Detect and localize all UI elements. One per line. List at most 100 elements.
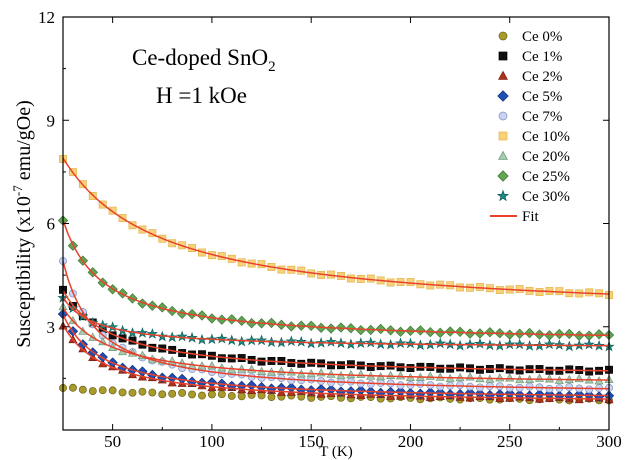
y-tick-label: 12 (38, 8, 55, 27)
data-point (376, 324, 385, 333)
data-point (89, 387, 96, 394)
legend-marker (499, 52, 507, 60)
x-tick-label: 250 (497, 432, 523, 451)
data-point (326, 337, 335, 346)
data-point (525, 328, 534, 337)
data-point (356, 325, 365, 334)
data-point (586, 386, 593, 393)
data-point (178, 332, 187, 341)
data-point (397, 382, 404, 389)
data-point (505, 330, 514, 339)
legend-label: Ce 1% (522, 49, 562, 65)
x-tick-label: 100 (199, 432, 225, 451)
data-point (526, 383, 533, 390)
data-point (247, 381, 256, 390)
data-point (496, 374, 504, 381)
data-point (327, 379, 334, 386)
data-point (436, 339, 445, 348)
data-point (148, 329, 157, 338)
data-point (287, 336, 296, 345)
data-point (169, 390, 176, 397)
x-tick-label: 200 (398, 432, 424, 451)
legend-marker (498, 171, 508, 181)
data-point (277, 367, 285, 374)
data-point (287, 322, 296, 331)
data-point (475, 339, 484, 348)
data-point (208, 391, 215, 398)
data-point (426, 372, 434, 379)
data-point (317, 369, 325, 376)
x-tick-label: 300 (596, 432, 622, 451)
data-point (545, 340, 554, 349)
data-point (536, 374, 544, 381)
data-point (594, 330, 603, 339)
data-point (545, 375, 553, 382)
data-point (575, 375, 583, 382)
data-point (188, 391, 195, 398)
data-point (99, 387, 106, 394)
data-point (278, 357, 285, 364)
data-point (505, 340, 514, 349)
data-point (476, 283, 483, 290)
data-point (406, 339, 415, 348)
data-point (496, 286, 503, 293)
data-point (258, 358, 265, 365)
data-point (179, 389, 186, 396)
data-point (485, 328, 494, 337)
annotation-line1: Ce-doped SnO2 (132, 45, 276, 75)
legend: Ce 0%Ce 1%Ce 2%Ce 5%Ce 7%Ce 10%Ce 20%Ce … (490, 29, 570, 225)
data-point (69, 384, 76, 391)
y-tick-label: 6 (47, 215, 56, 234)
data-point (416, 326, 425, 335)
data-point (387, 371, 395, 378)
data-point (366, 338, 375, 347)
data-point (109, 387, 116, 394)
data-point (387, 362, 394, 369)
data-point (437, 383, 444, 390)
data-point (149, 389, 156, 396)
annotation-line2: H =1 kOe (156, 83, 247, 108)
data-point (397, 372, 405, 379)
y-axis-label: Susceptibility (x10-7 emu/gOe) (10, 100, 35, 348)
data-point (476, 384, 483, 391)
data-point (238, 393, 245, 400)
data-point (586, 368, 593, 375)
legend-label: Ce 0% (522, 29, 562, 45)
legend-marker (498, 191, 508, 201)
legend-label: Ce 2% (522, 69, 562, 85)
legend-label: Ce 30% (522, 189, 570, 205)
legend-label: Ce 20% (522, 149, 570, 165)
fit-line (63, 220, 609, 335)
data-point (566, 366, 573, 373)
data-point (129, 389, 136, 396)
data-point (247, 336, 256, 345)
data-point (367, 363, 374, 370)
data-point (287, 383, 296, 392)
data-point (476, 366, 483, 373)
data-point (437, 365, 444, 372)
data-point (586, 289, 593, 296)
data-point (297, 337, 306, 346)
x-tick-label: 50 (104, 432, 121, 451)
data-point (546, 385, 553, 392)
data-point (407, 278, 414, 285)
data-point (407, 364, 414, 371)
data-point (228, 392, 235, 399)
data-point (566, 384, 573, 391)
legend-marker (499, 71, 508, 79)
data-point (288, 377, 295, 384)
data-point (506, 374, 514, 381)
legend-label: Ce 25% (522, 169, 570, 185)
data-point (436, 328, 445, 337)
data-point (465, 329, 474, 338)
data-point (267, 318, 276, 327)
data-point (257, 336, 266, 345)
data-point (287, 368, 295, 375)
legend-marker (499, 151, 508, 159)
legend-label: Ce 10% (522, 129, 570, 145)
legend-label: Ce 7% (522, 109, 562, 125)
data-point (159, 391, 166, 398)
data-point (496, 365, 503, 372)
legend-marker (499, 132, 507, 140)
